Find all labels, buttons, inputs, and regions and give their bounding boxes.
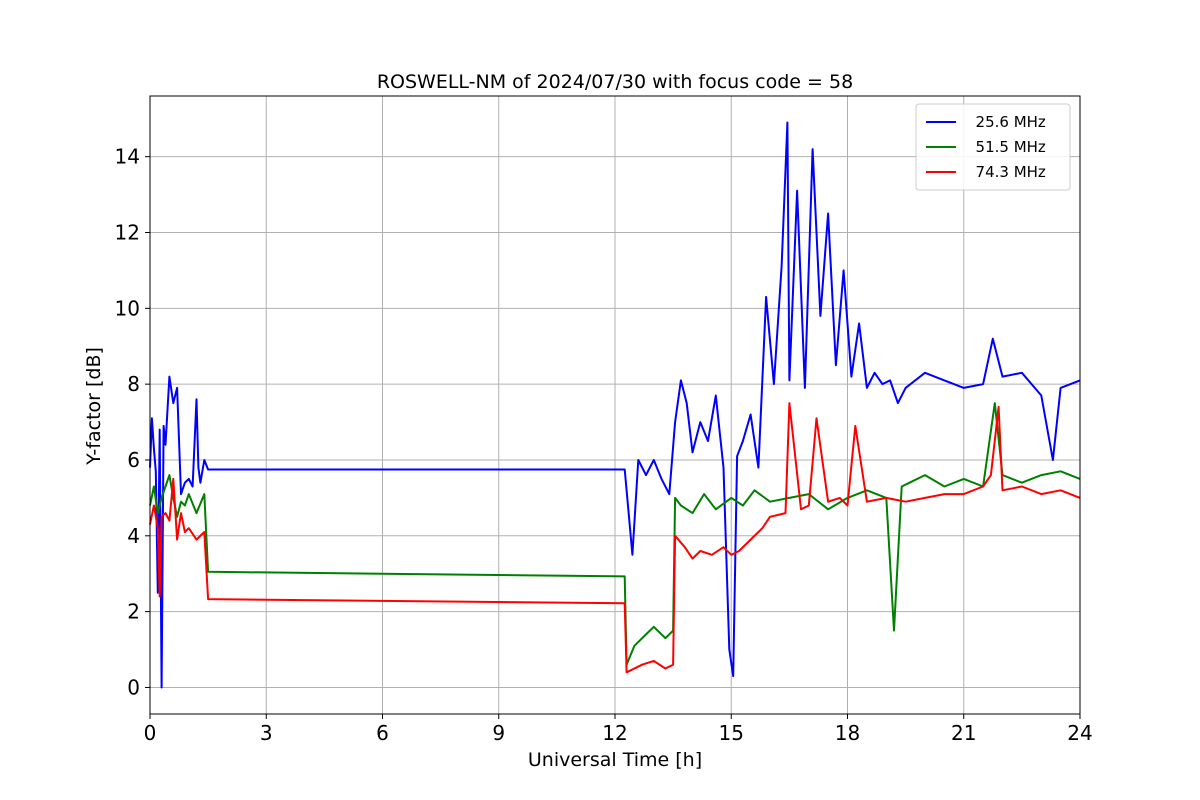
y-tick-label: 6 (127, 448, 140, 472)
x-tick-label: 21 (951, 721, 976, 745)
x-tick-label: 18 (835, 721, 860, 745)
y-axis-label: Y-factor [dB] (83, 347, 105, 466)
series-line-25-6-mhz (149, 121, 1081, 689)
x-tick-label: 9 (492, 721, 505, 745)
x-tick-label: 24 (1067, 721, 1092, 745)
x-tick-label: 12 (602, 721, 627, 745)
legend-label: 25.6 MHz (966, 113, 1046, 131)
y-tick-label: 8 (127, 372, 140, 396)
legend-label: 74.3 MHz (966, 163, 1046, 181)
x-tick-label: 15 (719, 721, 744, 745)
y-tick-label: 0 (127, 675, 140, 699)
series-line-51-5-mhz (149, 402, 1081, 666)
y-tick-label: 4 (127, 524, 140, 548)
x-axis-label: Universal Time [h] (528, 749, 702, 771)
chart-title: ROSWELL-NM of 2024/07/30 with focus code… (377, 71, 853, 93)
series-line-74-3-mhz (149, 402, 1081, 674)
legend: 25.6 MHz 51.5 MHz 74.3 MHz (915, 103, 1071, 191)
plot-frame (149, 95, 1081, 715)
y-tick-label: 10 (115, 296, 140, 320)
y-tick-label: 14 (115, 145, 140, 169)
series-group (149, 121, 1081, 689)
x-tick-label: 0 (144, 721, 157, 745)
grid (149, 96, 1081, 714)
legend-box (915, 103, 1071, 191)
y-tick-label: 12 (115, 220, 140, 244)
legend-label: 51.5 MHz (966, 138, 1046, 156)
y-tick-label: 2 (127, 600, 140, 624)
x-tick-label: 6 (376, 721, 389, 745)
x-tick-label: 3 (260, 721, 273, 745)
